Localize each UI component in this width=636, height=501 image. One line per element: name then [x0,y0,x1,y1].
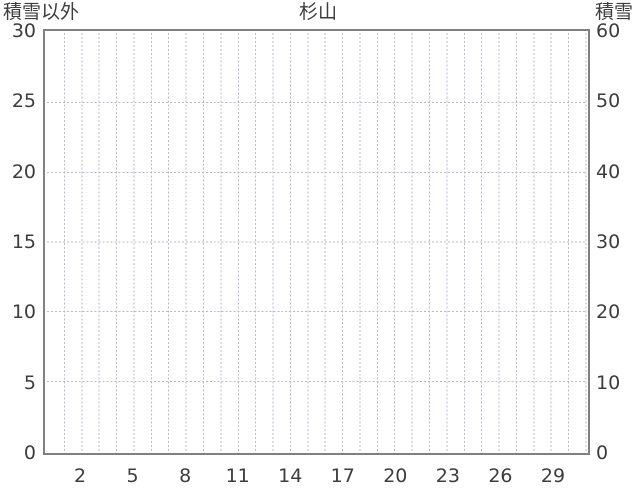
left-axis-tick-label: 20 [11,160,36,183]
left-axis-tick-label: 15 [11,231,36,253]
left-axis-tick-label: 5 [23,371,36,394]
right-axis-tick-label: 40 [596,160,621,183]
x-axis-tick-label: 2 [73,465,87,487]
x-axis-tick-label: 29 [540,465,566,487]
x-axis-tick-label: 26 [488,465,513,487]
x-axis-tick-label: 8 [179,465,192,487]
plot-area [43,29,590,455]
left-axis-tick-label: 0 [23,442,36,464]
x-axis-tick-label: 17 [330,465,355,487]
right-axis-tick-label: 10 [596,371,621,394]
x-axis-tick-label: 20 [383,465,408,487]
x-axis-tick-label: 5 [126,465,139,487]
chart-title: 杉山 [298,1,337,23]
grid-lines [46,32,587,452]
right-axis-tick-label: 60 [596,20,621,42]
x-axis-tick-label: 23 [435,465,460,487]
right-axis-tick-label: 30 [596,231,621,253]
left-axis-tick-label: 10 [11,301,36,324]
right-axis-title: 積雪 [594,1,633,23]
x-axis-tick-label: 14 [278,465,303,487]
right-axis-tick-label: 0 [596,442,609,464]
left-axis-tick-label: 30 [11,20,36,42]
right-axis-tick-label: 50 [596,90,621,113]
left-axis-tick-label: 25 [11,90,36,113]
right-axis-tick-label: 20 [596,301,621,324]
left-axis-title: 積雪以外 [3,1,80,23]
x-axis-tick-label: 11 [225,465,250,487]
